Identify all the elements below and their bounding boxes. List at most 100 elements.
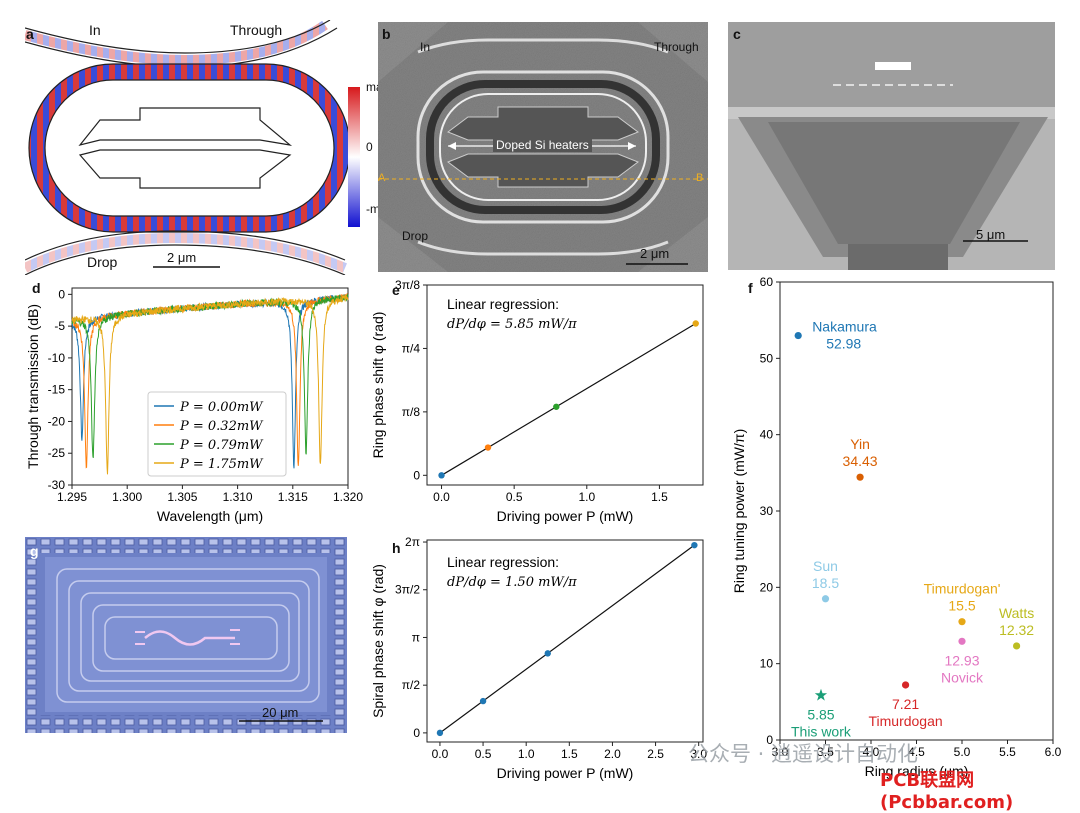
ring-inner-edge [44,79,335,217]
y-tick-label: 0 [58,287,65,301]
x-tick-label: 3.0 [772,745,789,759]
label-heaters: Doped Si heaters [493,138,592,152]
plot-frame [426,284,704,486]
x-tick-label: 5.0 [954,745,971,759]
scale-label-a: 2 μm [167,250,197,265]
y-tick-label: -5 [54,319,65,333]
x-tick-label: 4.5 [908,745,925,759]
y-tick-label: 3π/8 [395,278,420,292]
y-axis-label: Spiral phase shift φ (rad) [370,564,386,718]
x-tick-label: 1.310 [223,490,253,504]
annotation-title: Linear regression: [447,296,559,312]
bus-edge-bottom [24,230,346,261]
data-point-4 [1013,642,1021,650]
x-tick-label: 1.295 [57,490,87,504]
data-point-0 [436,729,444,737]
annotation-slope: dP/dφ = 1.50 mW/π [447,575,577,590]
y-tick-label: 0 [413,726,420,740]
ring-field [29,64,350,232]
y-tick-label: 60 [760,275,774,289]
legend-box [147,391,287,477]
x-tick-label: 0.5 [475,747,492,761]
y-tick-label: -15 [48,383,66,397]
panel-a: In Through Drop 2 μm [22,19,365,276]
plot-frame [426,539,704,743]
bus-field-bottom [22,232,347,273]
heater-bottom [78,149,292,189]
x-tick-label: 0.0 [433,490,450,504]
y-tick-label: π [412,630,420,644]
scale-label-g: 20 μm [262,705,299,720]
y-tick-label: 40 [760,428,774,442]
data-point-7 [814,688,828,701]
data-point-1 [856,473,864,481]
transmission-line-3 [71,294,349,475]
x-tick-label: 4.0 [863,745,880,759]
y-tick-label: -25 [48,446,66,460]
point-name-1: Yin [850,436,870,452]
y-tick-label: π/2 [402,678,421,692]
label-drop-b: Drop [402,229,429,243]
x-tick-label: 1.320 [333,490,363,504]
point-name-5: Novick [941,669,984,685]
label-through-b: Through [654,40,699,54]
fit-line [441,322,697,476]
point-name-0: Nakamura [812,319,877,335]
panel-label-g: g [30,543,39,559]
y-axis-label: Ring phase shift φ (rad) [370,312,386,459]
colorbar [348,87,360,227]
panel-label-d: d [32,280,41,296]
point-name-6: Timurdogan [868,713,942,729]
scale-label-b: 2 μm [640,246,670,261]
panel-g: 20 μm [25,537,347,733]
point-name-2: Sun [813,558,838,574]
heater-top [78,107,293,147]
point-name-3: Timurdogan' [924,581,1001,597]
y-tick-label: 0 [766,733,773,747]
data-point-2 [544,650,551,657]
y-tick-label: 3π/2 [395,583,420,597]
data-point-6 [901,681,910,689]
plot-frame [779,281,1054,741]
point-value-7: 5.85 [807,706,834,722]
x-tick-label: 1.5 [561,747,578,761]
data-point-0 [794,331,802,340]
x-tick-label: 1.305 [167,490,197,504]
y-tick-label: 30 [760,504,774,518]
y-tick-label: 50 [760,351,774,365]
data-point-0 [438,472,445,479]
legend-entry-2: P = 0.79mW [179,438,264,453]
x-tick-label: 3.5 [817,745,834,759]
point-value-3: 15.5 [948,598,975,614]
panel-label-h: h [392,540,401,556]
panel-label-f: f [748,280,753,296]
x-axis-label: Ring radius (μm) [865,763,969,779]
annotation-slope: dP/dφ = 5.85 mW/π [447,317,577,332]
panel-b: In Through Drop Doped Si heaters A B 2 μ… [378,22,708,272]
watermark-right: PCB联盟网(Pcbbar.com) [880,770,1014,813]
x-tick-label: 1.5 [651,490,668,504]
legend-entry-0: P = 0.00mW [179,400,264,415]
data-point-1 [484,444,492,451]
x-axis-label: Wavelength (μm) [157,508,263,524]
x-axis-label: Driving power P (mW) [497,765,634,781]
transmission-line-2 [71,294,349,459]
panel-label-e: e [392,282,400,298]
label-through-a: Through [230,22,283,38]
x-tick-label: 2.5 [647,747,664,761]
y-tick-label: 2π [405,535,420,549]
y-tick-label: 20 [760,580,774,594]
fit-line [439,544,695,734]
panel-label-a: a [26,26,34,42]
y-tick-label: -10 [48,351,66,365]
x-tick-label: 0.0 [432,747,449,761]
point-value-4: 12.32 [999,622,1034,638]
bus-edge-bottom-inner [24,244,346,276]
point-name-4: Watts [999,605,1034,621]
panel-label-b: b [382,26,391,42]
point-name-7: This work [791,723,852,739]
panel-label-c: c [733,26,741,42]
data-point-3 [691,541,698,549]
point-value-0: 52.98 [826,336,861,352]
scale-label-c: 5 μm [976,227,1006,242]
